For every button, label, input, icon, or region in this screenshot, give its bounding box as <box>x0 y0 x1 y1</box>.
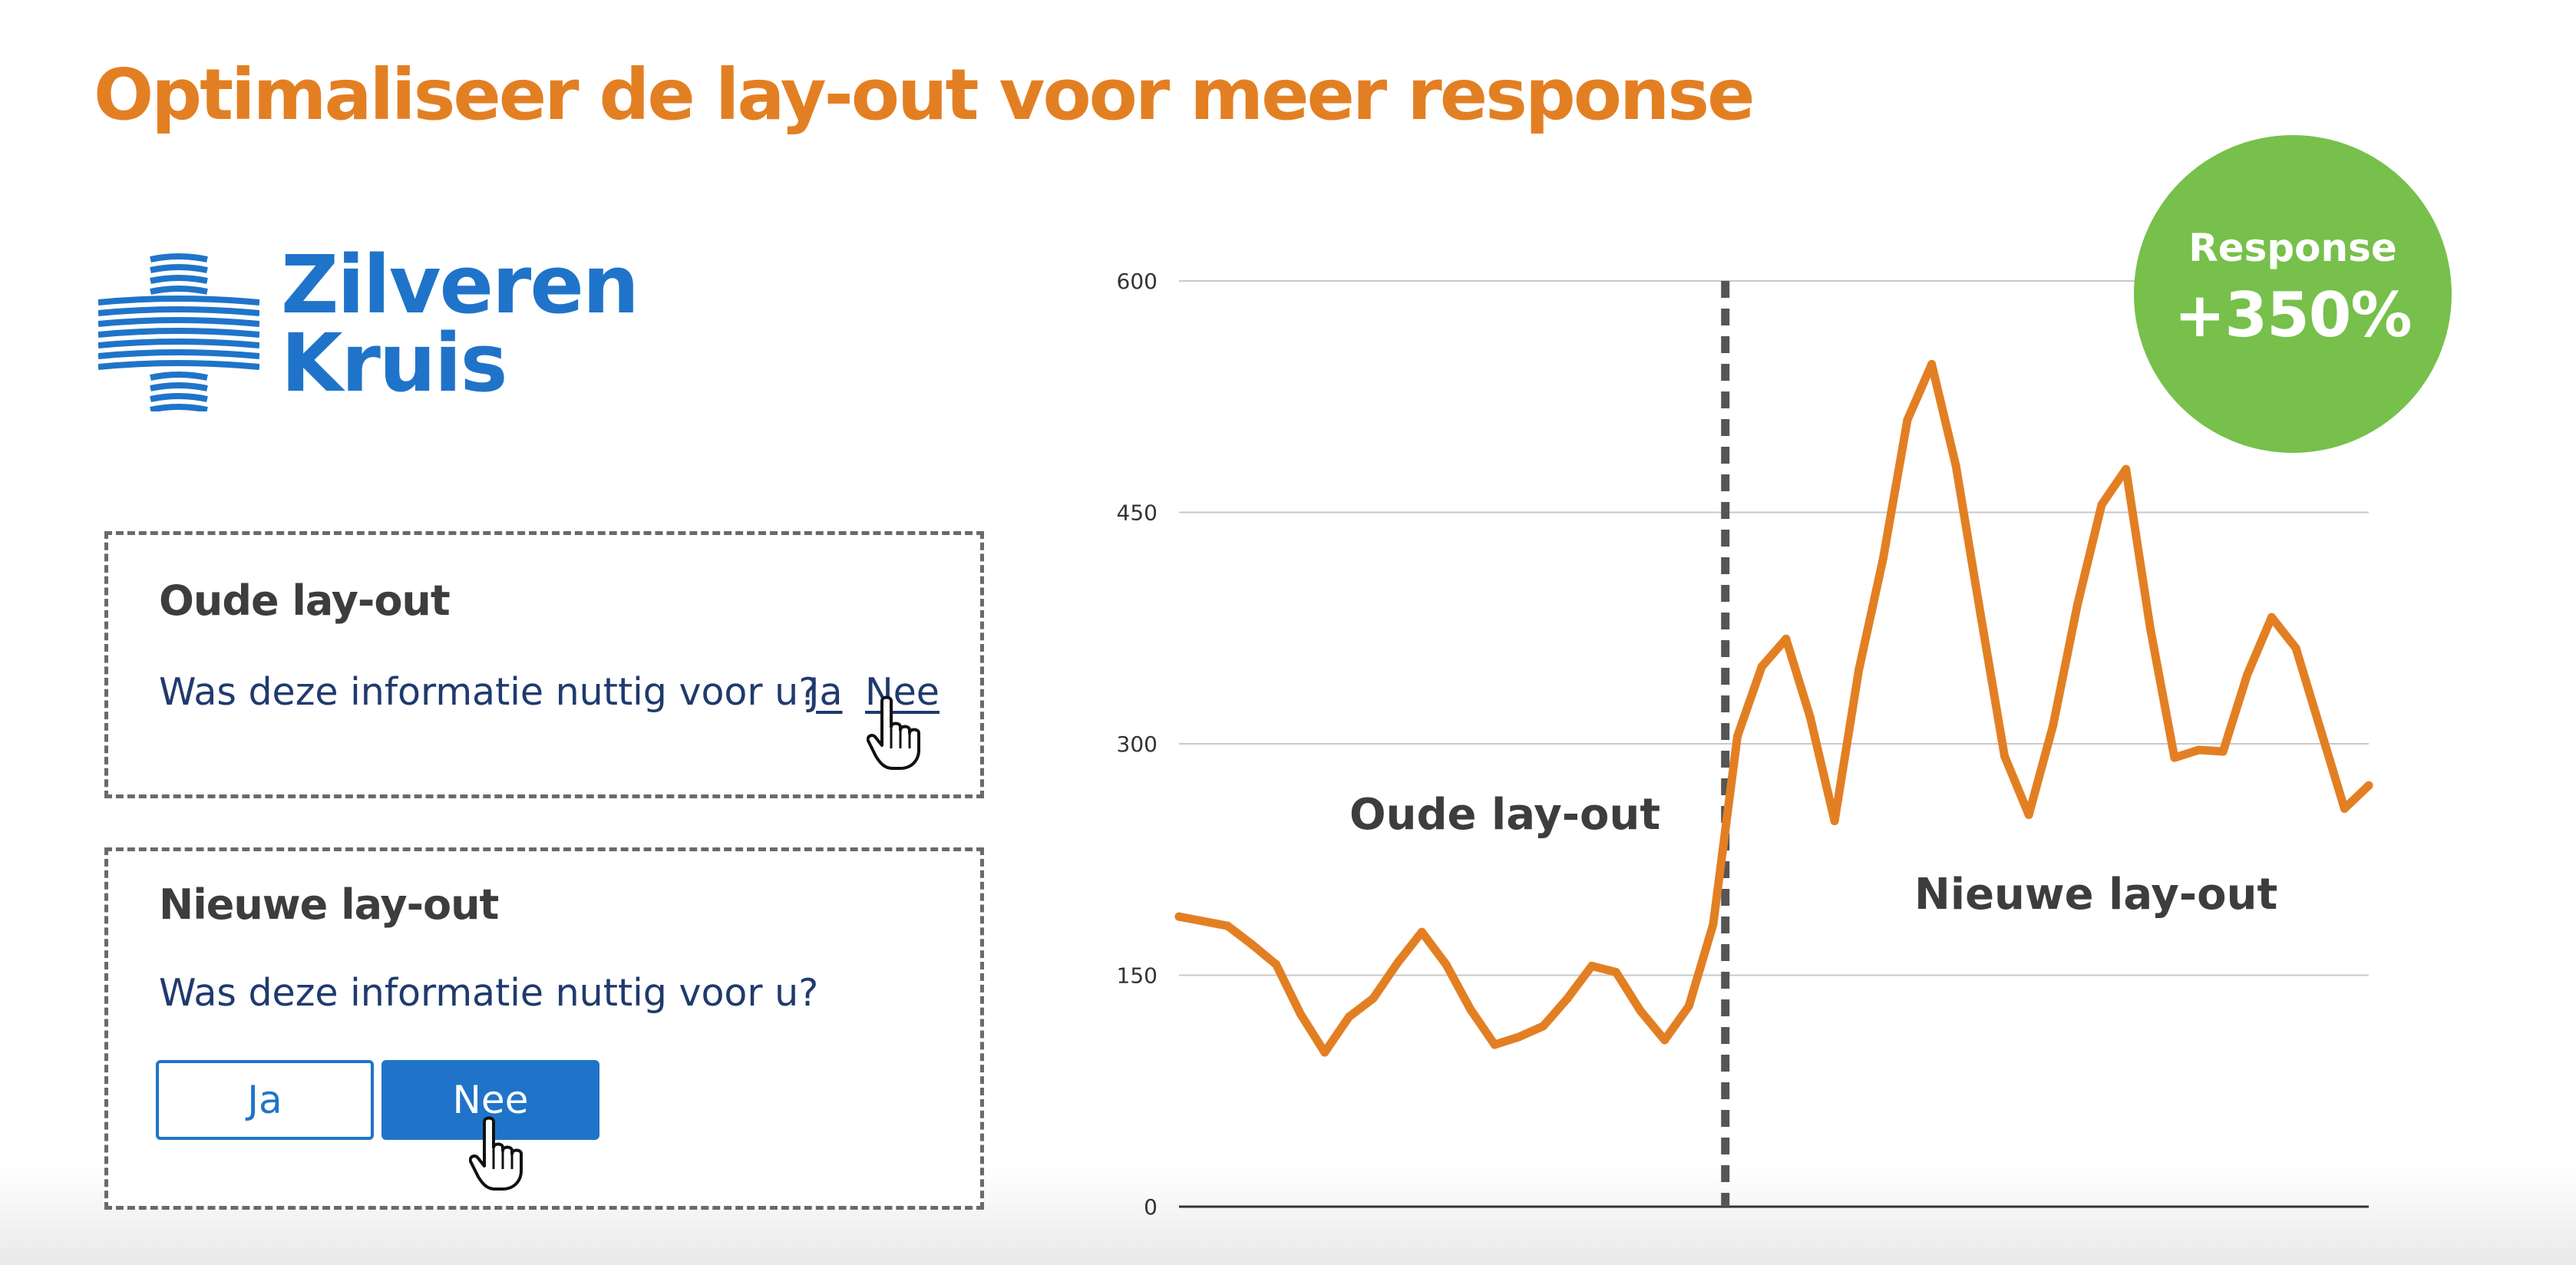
data-point <box>1199 917 1208 926</box>
logo-line-1: Zilveren <box>281 238 639 332</box>
y-tick-label: 0 <box>1144 1194 1158 1220</box>
cross-logo-icon <box>98 253 259 411</box>
data-point <box>1587 961 1597 970</box>
data-point <box>1903 415 1912 424</box>
data-point <box>1757 662 1766 671</box>
data-point <box>2340 804 2349 813</box>
data-point <box>1514 1032 1524 1042</box>
old-yes-link[interactable]: Ja <box>808 670 843 714</box>
data-point <box>2170 753 2179 762</box>
data-point <box>2267 613 2276 622</box>
data-point <box>2243 670 2252 679</box>
data-point <box>1636 1006 1645 1016</box>
data-point <box>2364 781 2373 790</box>
y-tick-label: 150 <box>1117 963 1158 989</box>
zilveren-kruis-logo: Zilveren Kruis <box>98 245 639 415</box>
data-point <box>1611 967 1620 976</box>
data-point <box>1733 732 1742 741</box>
new-layout-heading: Nieuwe lay-out <box>159 880 499 929</box>
data-point <box>2024 810 2033 819</box>
annotation-new-layout: Nieuwe lay-out <box>1914 870 2277 920</box>
data-point <box>1344 1012 1353 1022</box>
annotation-old-layout: Oude lay-out <box>1349 790 1660 840</box>
data-point <box>1830 817 1839 825</box>
data-point <box>1369 994 1378 1003</box>
data-point <box>1563 994 1572 1003</box>
data-point <box>2072 600 2082 609</box>
data-point <box>1684 1002 1693 1011</box>
data-point <box>1805 713 1815 722</box>
data-point <box>2195 745 2204 755</box>
data-point <box>1174 912 1184 921</box>
hand-cursor-icon <box>469 1116 523 1191</box>
new-layout-question: Was deze informatie nuttig voor u? <box>159 971 819 1015</box>
yes-button[interactable]: Ja <box>156 1060 374 1140</box>
badge-label: Response <box>2188 226 2397 270</box>
data-point <box>2049 721 2058 730</box>
hand-cursor-icon <box>867 695 920 770</box>
data-point <box>2291 643 2300 652</box>
data-point <box>1223 921 1232 930</box>
old-layout-heading: Oude lay-out <box>159 576 451 625</box>
old-no-link[interactable]: Nee <box>865 670 940 714</box>
data-point <box>1854 666 1864 675</box>
data-point <box>1782 634 1791 643</box>
data-point <box>2218 747 2228 756</box>
logo-line-2: Kruis <box>281 316 507 410</box>
old-layout-question: Was deze informatie nuttig voor u? <box>159 670 819 714</box>
data-point <box>1538 1022 1547 1031</box>
data-point <box>1393 958 1402 967</box>
data-point <box>2122 464 2131 474</box>
old-layout-panel: Oude lay-out Was deze informatie nuttig … <box>104 531 984 798</box>
data-point <box>1466 1005 1475 1014</box>
series-line <box>1174 360 2373 1057</box>
badge-value: +350% <box>2174 279 2412 351</box>
data-point <box>1417 927 1426 936</box>
data-point <box>1660 1035 1669 1045</box>
logo-wordmark: Zilveren Kruis <box>281 238 639 410</box>
data-point <box>2316 724 2325 733</box>
data-point <box>1490 1040 1499 1049</box>
data-point <box>2145 623 2155 632</box>
data-point <box>1878 554 1887 563</box>
response-badge: Response +350% <box>2134 135 2452 453</box>
new-layout-panel: Nieuwe lay-out Was deze informatie nutti… <box>104 847 984 1210</box>
data-point <box>1927 360 1937 369</box>
data-point <box>1296 1009 1305 1019</box>
page-title: Optimaliseer de lay-out voor meer respon… <box>94 54 1755 136</box>
data-point <box>1709 920 1718 929</box>
y-tick-label: 300 <box>1117 732 1158 757</box>
data-point <box>2097 500 2106 509</box>
y-tick-label: 450 <box>1117 500 1158 526</box>
y-tick-label: 600 <box>1117 269 1158 294</box>
data-point <box>1976 608 1985 617</box>
data-point <box>1320 1048 1329 1057</box>
data-point <box>1247 940 1257 949</box>
data-point <box>2000 751 2010 761</box>
data-point <box>1272 959 1281 969</box>
data-point <box>1442 959 1451 969</box>
data-point <box>1951 461 1960 471</box>
